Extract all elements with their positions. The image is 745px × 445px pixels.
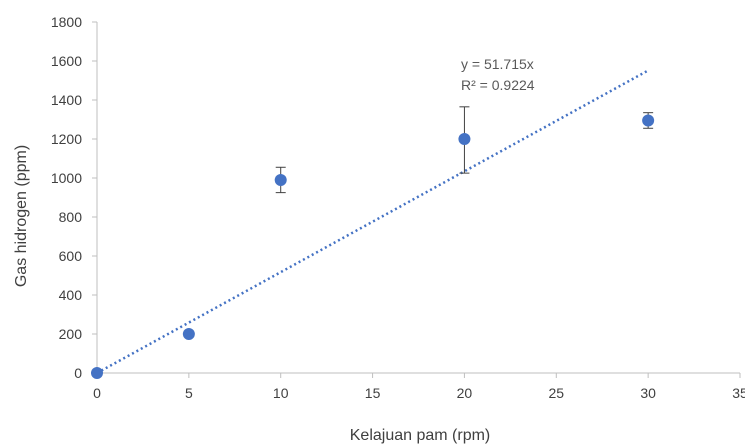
y-tick-label: 200	[59, 326, 83, 342]
y-tick-label: 800	[59, 209, 83, 225]
x-tick-label: 15	[365, 385, 381, 401]
data-points	[91, 114, 655, 379]
x-tick-label: 5	[185, 385, 193, 401]
data-point	[91, 367, 103, 379]
y-tick-labels: 0 200 400 600 800 1000 1200 1400 1600 1800	[51, 14, 97, 381]
y-axis-title: Gas hidrogen (ppm)	[13, 145, 30, 287]
y-tick-label: 1400	[51, 92, 82, 108]
data-point	[642, 114, 655, 127]
x-tick-labels: 0 5 10 15 20 25 30 35	[93, 373, 745, 401]
trendline-equation: y = 51.715x	[461, 56, 534, 72]
x-tick-label: 25	[548, 385, 564, 401]
trendline	[96, 69, 649, 375]
y-tick-label: 1200	[51, 131, 82, 147]
x-tick-label: 20	[457, 385, 473, 401]
x-tick-label: 10	[273, 385, 289, 401]
x-axis-title: Kelajuan pam (rpm)	[350, 427, 491, 444]
y-tick-label: 1600	[51, 53, 82, 69]
data-point	[458, 133, 471, 145]
data-point	[182, 328, 195, 340]
x-tick-label: 0	[93, 385, 101, 401]
trendline-r-squared: R² = 0.9224	[461, 77, 535, 93]
x-tick-label: 35	[732, 385, 745, 401]
y-tick-label: 1800	[51, 14, 82, 30]
y-tick-label: 1000	[51, 170, 82, 186]
error-bars	[275, 106, 654, 194]
y-tick-label: 0	[74, 365, 82, 381]
y-tick-label: 400	[59, 287, 83, 303]
x-tick-label: 30	[640, 385, 656, 401]
y-tick-label: 600	[59, 248, 83, 264]
data-point	[274, 173, 287, 186]
